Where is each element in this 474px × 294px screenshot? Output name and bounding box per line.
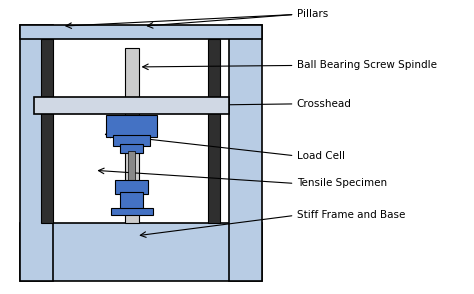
Bar [125, 48, 139, 223]
Text: Ball Bearing Screw Spindle: Ball Bearing Screw Spindle [297, 61, 437, 71]
Bar [120, 144, 143, 153]
Bar [20, 25, 262, 39]
Text: Tensile Specimen: Tensile Specimen [297, 178, 387, 188]
Bar [106, 115, 157, 137]
Bar [111, 208, 153, 216]
Bar [34, 98, 229, 113]
Bar [41, 39, 53, 223]
Bar [20, 25, 53, 281]
Bar [229, 25, 262, 281]
Bar [115, 180, 148, 193]
Text: Load Cell: Load Cell [297, 151, 345, 161]
Bar [113, 135, 150, 146]
Bar [128, 151, 135, 181]
Bar [20, 223, 262, 281]
Text: Crosshead: Crosshead [297, 99, 352, 109]
Bar [209, 39, 220, 223]
Bar [120, 192, 143, 210]
Text: Pillars: Pillars [297, 9, 328, 19]
Text: Stiff Frame and Base: Stiff Frame and Base [297, 211, 405, 220]
